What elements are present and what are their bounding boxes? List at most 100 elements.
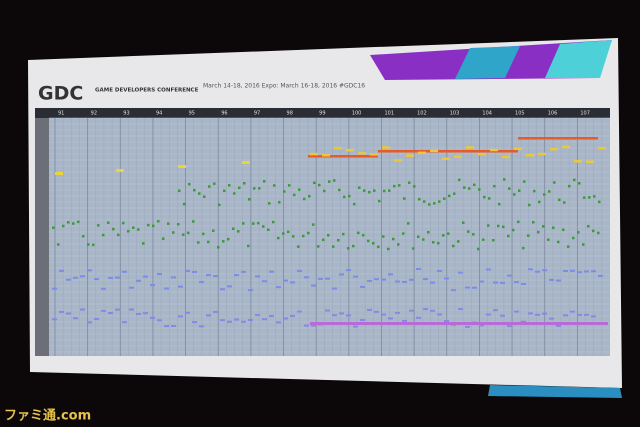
note (292, 235, 295, 238)
note (532, 220, 535, 224)
note (77, 220, 80, 224)
note (451, 289, 456, 292)
bar-number: 106 (548, 111, 558, 117)
note (317, 245, 320, 248)
bar-number: 91 (58, 111, 64, 117)
note (220, 319, 225, 322)
note (157, 220, 160, 223)
note (129, 308, 134, 311)
note (228, 184, 231, 187)
note (242, 222, 245, 225)
note (337, 238, 340, 242)
note (262, 225, 265, 228)
note (407, 222, 410, 225)
note (62, 224, 65, 228)
note (339, 273, 344, 276)
piano-roll (35, 118, 610, 356)
note (346, 269, 351, 272)
note (192, 321, 197, 324)
bar-number: 93 (123, 111, 129, 117)
note (593, 195, 596, 198)
note (360, 285, 365, 288)
note (472, 286, 477, 289)
note (308, 194, 311, 198)
note (528, 312, 533, 315)
note (542, 269, 547, 272)
note (526, 153, 534, 157)
ruler (35, 108, 610, 118)
note (442, 157, 450, 161)
note (444, 277, 449, 280)
note (444, 320, 449, 323)
banner-decoration (545, 40, 612, 78)
note (277, 236, 280, 240)
bar-number: 100 (352, 111, 362, 117)
note (457, 240, 460, 243)
note (543, 193, 546, 196)
note (185, 269, 190, 272)
note (568, 184, 571, 188)
note (55, 172, 63, 175)
note (283, 190, 286, 193)
note (468, 187, 471, 190)
note (243, 181, 246, 185)
note (132, 226, 135, 229)
note (308, 155, 378, 158)
note (248, 198, 251, 201)
note (517, 220, 520, 224)
note (507, 325, 512, 328)
note (233, 192, 236, 195)
note (382, 235, 385, 238)
note (164, 325, 169, 328)
note (527, 234, 530, 237)
note (521, 282, 526, 285)
note (397, 243, 400, 246)
note (183, 202, 186, 206)
bar-number: 95 (189, 111, 195, 117)
note (428, 203, 431, 206)
note (542, 225, 545, 228)
note (353, 275, 358, 278)
note (438, 200, 441, 203)
note (382, 146, 390, 149)
note (122, 270, 127, 273)
note (136, 313, 141, 316)
note (152, 224, 155, 228)
note (381, 278, 386, 281)
note (363, 189, 366, 192)
note (147, 223, 150, 227)
note (241, 320, 246, 323)
note (488, 197, 491, 200)
note (563, 269, 568, 272)
note (577, 313, 582, 316)
note (307, 231, 310, 235)
note (372, 242, 375, 245)
note (263, 180, 266, 183)
note (218, 203, 221, 207)
note (213, 310, 218, 313)
note (92, 243, 95, 247)
note (358, 152, 366, 155)
note (430, 309, 435, 312)
note (127, 229, 130, 233)
note (237, 230, 240, 233)
note (550, 147, 558, 151)
note (409, 278, 414, 281)
note (503, 178, 506, 181)
note (213, 275, 218, 278)
note (122, 221, 125, 225)
note (108, 312, 113, 315)
note (577, 231, 580, 234)
note (348, 194, 351, 198)
note (409, 309, 414, 312)
note (273, 184, 276, 187)
note (462, 221, 465, 224)
note (332, 314, 337, 317)
note (479, 324, 484, 327)
note (558, 198, 561, 202)
note (302, 234, 305, 238)
note (502, 155, 510, 159)
note (402, 232, 405, 235)
note (514, 310, 519, 313)
note (433, 202, 436, 205)
